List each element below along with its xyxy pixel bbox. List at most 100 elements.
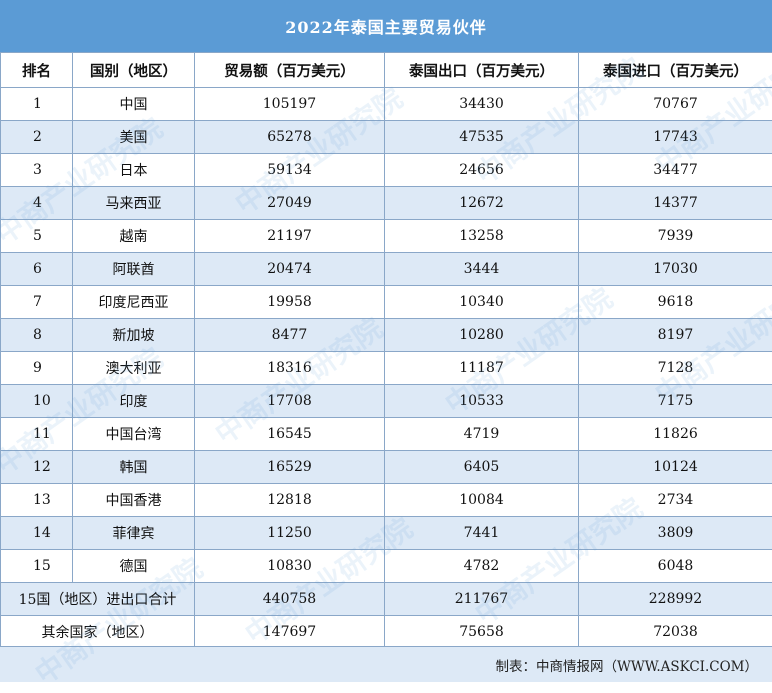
cell-export: 34430 [385,88,579,121]
cell-country: 印度 [73,385,195,418]
cell-rank: 1 [1,88,73,121]
cell-rank: 10 [1,385,73,418]
cell-export: 4782 [385,550,579,583]
cell-rank: 13 [1,484,73,517]
cell-import: 17030 [579,253,772,286]
cell-rank: 8 [1,319,73,352]
cell-trade: 8477 [195,319,385,352]
cell-import: 14377 [579,187,772,220]
source-footer: 制表：中商情报网（WWW.ASKCI.COM） [0,646,772,682]
header-thai-export: 泰国出口（百万美元） [385,53,579,88]
cell-rank: 11 [1,418,73,451]
cell-country: 韩国 [73,451,195,484]
cell-export: 47535 [385,121,579,154]
cell-rank: 15 [1,550,73,583]
cell-import: 7939 [579,220,772,253]
summary-label: 其余国家（地区） [1,616,195,649]
cell-rank: 14 [1,517,73,550]
cell-trade: 18316 [195,352,385,385]
cell-country: 澳大利亚 [73,352,195,385]
cell-export: 4719 [385,418,579,451]
cell-rank: 4 [1,187,73,220]
header-rank: 排名 [1,53,73,88]
cell-rank: 12 [1,451,73,484]
cell-trade: 16529 [195,451,385,484]
cell-import: 10124 [579,451,772,484]
cell-export: 3444 [385,253,579,286]
cell-export: 10340 [385,286,579,319]
cell-import: 9618 [579,286,772,319]
trade-partners-table: 排名 国别（地区） 贸易额（百万美元） 泰国出口（百万美元） 泰国进口（百万美元… [0,52,772,649]
header-row: 排名 国别（地区） 贸易额（百万美元） 泰国出口（百万美元） 泰国进口（百万美元… [1,53,772,88]
cell-trade: 10830 [195,550,385,583]
header-thai-import: 泰国进口（百万美元） [579,53,772,88]
summary-trade: 147697 [195,616,385,649]
cell-country: 阿联酋 [73,253,195,286]
cell-export: 13258 [385,220,579,253]
cell-trade: 21197 [195,220,385,253]
cell-export: 10533 [385,385,579,418]
cell-rank: 7 [1,286,73,319]
header-country: 国别（地区） [73,53,195,88]
summary-import: 72038 [579,616,772,649]
summary-export: 211767 [385,583,579,616]
cell-import: 17743 [579,121,772,154]
header-trade-volume: 贸易额（百万美元） [195,53,385,88]
cell-rank: 6 [1,253,73,286]
cell-country: 中国香港 [73,484,195,517]
cell-trade: 59134 [195,154,385,187]
table-title: 2022年泰国主要贸易伙伴 [0,0,772,52]
cell-trade: 12818 [195,484,385,517]
cell-country: 菲律宾 [73,517,195,550]
cell-export: 24656 [385,154,579,187]
cell-country: 日本 [73,154,195,187]
cell-country: 德国 [73,550,195,583]
cell-country: 马来西亚 [73,187,195,220]
cell-export: 10280 [385,319,579,352]
cell-import: 8197 [579,319,772,352]
cell-country: 美国 [73,121,195,154]
cell-export: 12672 [385,187,579,220]
cell-export: 7441 [385,517,579,550]
cell-rank: 5 [1,220,73,253]
cell-import: 6048 [579,550,772,583]
cell-import: 34477 [579,154,772,187]
cell-export: 10084 [385,484,579,517]
cell-country: 中国 [73,88,195,121]
source-note: 制表：中商情报网（WWW.ASKCI.COM） [496,655,772,675]
cell-export: 6405 [385,451,579,484]
cell-rank: 9 [1,352,73,385]
cell-trade: 19958 [195,286,385,319]
summary-import: 228992 [579,583,772,616]
cell-import: 3809 [579,517,772,550]
cell-trade: 20474 [195,253,385,286]
cell-country: 印度尼西亚 [73,286,195,319]
cell-trade: 17708 [195,385,385,418]
cell-country: 越南 [73,220,195,253]
cell-country: 中国台湾 [73,418,195,451]
cell-import: 70767 [579,88,772,121]
cell-trade: 16545 [195,418,385,451]
cell-trade: 27049 [195,187,385,220]
summary-label: 15国（地区）进出口合计 [1,583,195,616]
cell-export: 11187 [385,352,579,385]
cell-import: 11826 [579,418,772,451]
cell-import: 2734 [579,484,772,517]
